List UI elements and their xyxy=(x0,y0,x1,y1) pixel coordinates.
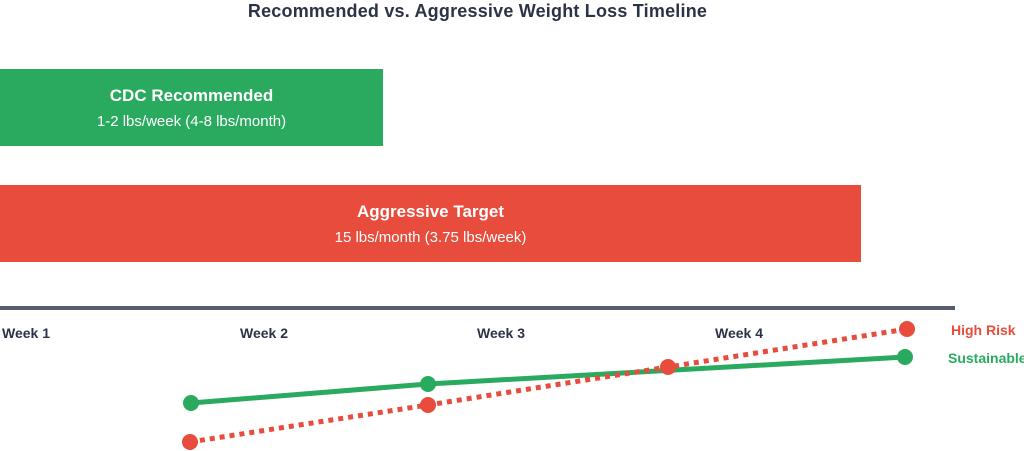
x-tick-week-1: Week 1 xyxy=(2,325,50,341)
chart-title: Recommended vs. Aggressive Weight Loss T… xyxy=(247,1,708,21)
x-tick-week-3: Week 3 xyxy=(477,325,525,341)
timeline-axis xyxy=(0,306,955,310)
x-tick-week-2: Week 2 xyxy=(240,325,288,341)
aggressive-bar-subtitle: 15 lbs/month (3.75 lbs/week) xyxy=(334,228,527,246)
x-tick-week-4: Week 4 xyxy=(715,325,763,341)
cdc-bar-subtitle: 1-2 lbs/week (4-8 lbs/month) xyxy=(96,112,287,130)
aggressive-target-bar: Aggressive Target 15 lbs/month (3.75 lbs… xyxy=(0,185,861,262)
legend-high-risk: High Risk xyxy=(951,322,1016,338)
cdc-recommended-bar: CDC Recommended 1-2 lbs/week (4-8 lbs/mo… xyxy=(0,69,383,146)
cdc-bar-title: CDC Recommended xyxy=(109,85,274,105)
legend-sustainable: Sustainable xyxy=(948,350,1024,366)
aggressive-bar-title: Aggressive Target xyxy=(356,201,505,221)
